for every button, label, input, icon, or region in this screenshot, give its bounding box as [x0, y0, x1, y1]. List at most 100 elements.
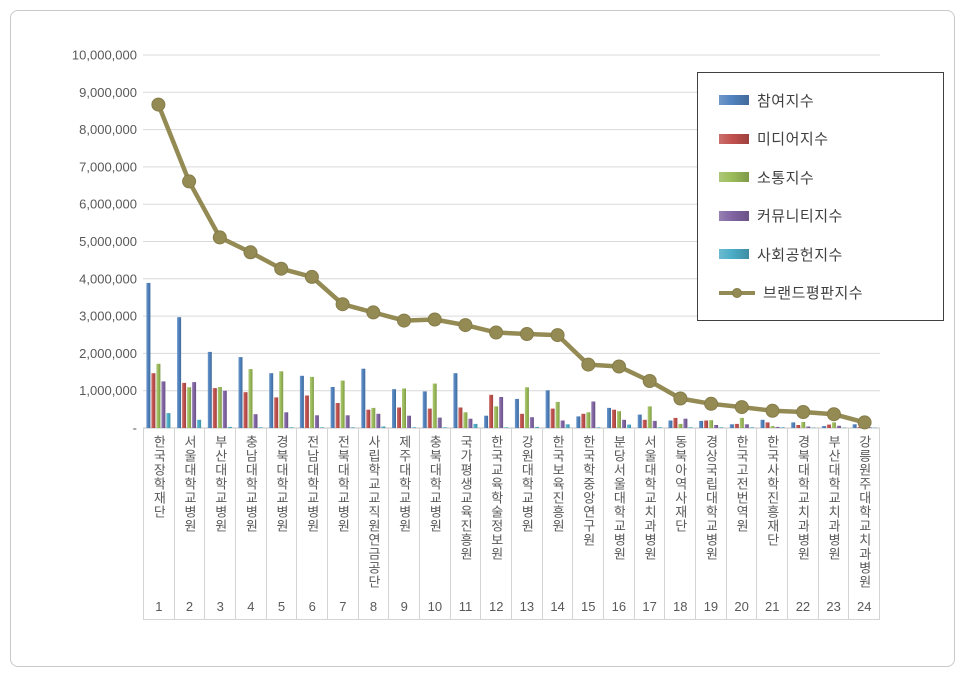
category-rank: 17: [642, 599, 657, 614]
bar-social-contribution-index: [258, 427, 263, 428]
category-cell: 분당서울대학교병원 16: [604, 428, 635, 619]
bar-communication-index: [524, 387, 529, 428]
legend-label: 참여지수: [757, 92, 815, 110]
bar-community-index: [683, 418, 688, 428]
bar-media-index: [704, 420, 709, 428]
bar-participation-index: [392, 389, 396, 428]
bar-participation-index: [607, 407, 611, 428]
category-cell: 한국학중앙연구원 15: [573, 428, 605, 619]
bar-participation-index: [299, 375, 304, 428]
bar-community-index: [468, 418, 473, 428]
bar-media-index: [642, 419, 647, 428]
legend-label: 미디어지수: [757, 131, 829, 149]
bar-media-index: [857, 426, 862, 428]
brand-index-marker: [212, 230, 227, 245]
category-label: 사립학교교직원연금공단: [367, 435, 381, 589]
legend-swatch-icon: [719, 172, 749, 183]
category-label: 한국보육진흥원: [551, 435, 565, 533]
bar-community-index: [867, 427, 872, 428]
category-label: 충북대학교병원: [428, 435, 442, 533]
category-cell: 강릉원주대학교치과병원 24: [849, 428, 881, 619]
bar-media-index: [243, 392, 248, 428]
bar-media-index: [458, 407, 463, 428]
category-cell: 충북대학교병원 10: [420, 428, 451, 619]
brand-index-marker: [796, 405, 811, 419]
bar-social-contribution-index: [780, 427, 785, 428]
bar-participation-index: [791, 422, 796, 428]
category-rank: 5: [277, 599, 286, 614]
category-rank: 10: [427, 599, 443, 614]
bar-communication-index: [770, 426, 775, 428]
category-label: 전남대학교병원: [305, 435, 319, 533]
bar-communication-index: [402, 388, 406, 428]
bar-media-index: [274, 397, 279, 428]
bar-communication-index: [555, 401, 560, 428]
chart-legend: 참여지수 미디어지수 소통지수 커뮤니티지수 사회공헌지수 브랜드평판지수: [697, 72, 944, 321]
category-cell: 강원대학교병원 13: [512, 428, 543, 619]
bar-community-index: [499, 397, 504, 428]
category-rank: 23: [826, 599, 841, 614]
bar-media-index: [550, 408, 555, 428]
bar-media-index: [304, 395, 309, 428]
category-cell: 충남대학교병원 4: [236, 428, 267, 619]
category-cell: 국가평생교육진흥원 11: [451, 428, 482, 619]
y-axis-tick-label: 7,000,000: [79, 159, 137, 174]
category-rank: 18: [673, 599, 688, 614]
y-axis-tick-label: 5,000,000: [79, 234, 137, 249]
legend-label: 브랜드평판지수: [763, 285, 864, 303]
category-cell: 서울대학교병원 2: [175, 428, 206, 619]
category-rank: 8: [369, 599, 378, 614]
bar-social-contribution-index: [627, 424, 631, 428]
bar-communication-index: [463, 412, 468, 428]
bar-participation-index: [729, 424, 734, 428]
bar-community-index: [407, 415, 411, 428]
bar-community-index: [622, 419, 626, 428]
bar-participation-index: [760, 419, 765, 428]
category-rank: 20: [734, 599, 749, 614]
category-label: 서울대학교치과병원: [643, 435, 657, 561]
brand-index-marker: [519, 327, 534, 341]
bar-communication-index: [340, 380, 345, 428]
bar-participation-index: [852, 424, 857, 428]
brand-index-marker: [550, 328, 565, 343]
legend-line-marker-icon: [719, 287, 755, 299]
bar-communication-index: [248, 369, 253, 428]
brand-index-marker: [274, 261, 289, 276]
category-label: 한국고전번역원: [735, 435, 749, 533]
bar-social-contribution-index: [657, 427, 662, 428]
bar-social-contribution-index: [534, 426, 539, 428]
category-rank: 21: [765, 599, 780, 614]
category-rank: 3: [216, 599, 224, 614]
category-label: 한국장학재단: [152, 435, 166, 519]
y-axis-tick-label: 4,000,000: [79, 271, 137, 286]
category-label: 충남대학교병원: [244, 435, 258, 533]
bar-media-index: [335, 403, 340, 428]
bar-media-index: [796, 425, 801, 428]
bar-media-index: [519, 413, 524, 428]
bar-community-index: [591, 401, 596, 428]
y-axis-tick-label: 6,000,000: [79, 197, 137, 212]
bar-social-contribution-index: [473, 423, 478, 428]
brand-index-marker: [857, 415, 872, 430]
legend-item-brand-reputation-index: 브랜드평판지수: [719, 282, 943, 303]
bar-community-index: [652, 420, 657, 428]
bar-social-contribution-index: [565, 424, 570, 428]
bar-participation-index: [269, 373, 274, 428]
bar-communication-index: [678, 423, 683, 428]
category-rank: 15: [581, 599, 596, 614]
category-label: 한국학중앙연구원: [581, 435, 595, 547]
brand-index-marker: [243, 245, 258, 260]
bar-communication-index: [739, 417, 744, 428]
category-rank: 11: [458, 599, 473, 614]
bar-communication-index: [432, 383, 437, 428]
category-rank: 6: [308, 599, 316, 614]
bar-social-contribution-index: [504, 427, 509, 428]
brand-index-marker: [612, 359, 626, 374]
bar-social-contribution-index: [596, 427, 601, 428]
bar-community-index: [253, 414, 258, 428]
bar-communication-index: [831, 422, 836, 428]
category-rank: 22: [795, 599, 811, 614]
bar-communication-index: [801, 422, 806, 428]
category-cell: 부산대학교병원 3: [205, 428, 237, 619]
category-label: 경북대학교병원: [275, 435, 289, 533]
